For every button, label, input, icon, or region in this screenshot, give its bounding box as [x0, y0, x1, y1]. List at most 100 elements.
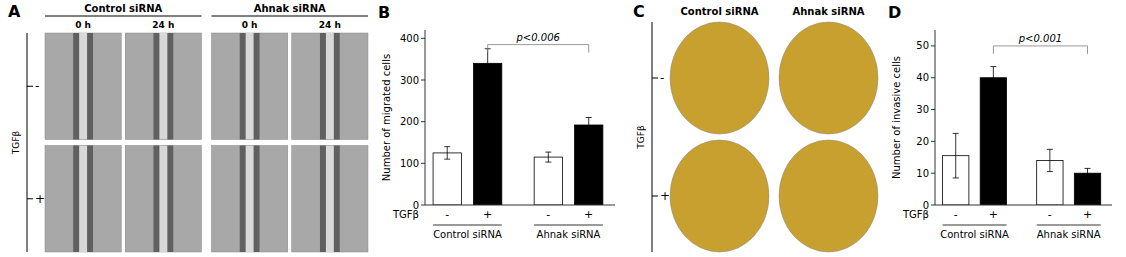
- scratch-center: [326, 146, 334, 253]
- group-underline: [45, 16, 202, 17]
- x-axis-label: TGFβ: [392, 209, 419, 220]
- bar: [1074, 173, 1100, 205]
- group-label: Ahnak siRNA: [537, 229, 601, 240]
- error-cap: [1047, 171, 1053, 172]
- scratch-image: [292, 146, 368, 253]
- y-tick: [421, 205, 425, 206]
- row-axis-label: TGFβ: [636, 125, 646, 150]
- scratch-band: [153, 146, 173, 253]
- scratch-band: [240, 146, 260, 253]
- error-line: [588, 118, 589, 133]
- panel-label: C: [633, 2, 645, 21]
- y-tick-label: 30: [916, 104, 929, 115]
- error-line: [1049, 149, 1050, 171]
- error-cap: [485, 77, 491, 78]
- error-cap: [586, 117, 592, 118]
- scratch-band: [240, 33, 260, 140]
- x-axis: [935, 205, 1112, 206]
- x-axis-label: TGFβ: [902, 209, 929, 220]
- error-cap: [1085, 168, 1091, 169]
- group-underline: [212, 16, 369, 17]
- y-tick-label: 200: [400, 116, 419, 127]
- y-tick: [421, 121, 425, 122]
- y-tick: [931, 77, 935, 78]
- y-tick: [931, 109, 935, 110]
- error-bar: [586, 118, 592, 133]
- row-tick: [652, 196, 658, 197]
- y-axis-label: Number of migrated cells: [381, 54, 392, 181]
- group-label: Control siRNA: [940, 229, 1009, 240]
- error-bar: [1085, 168, 1091, 178]
- row-tick: [27, 198, 33, 199]
- scratch-center: [246, 33, 254, 140]
- row-label: +: [660, 189, 670, 203]
- bar: [980, 78, 1006, 205]
- error-cap: [990, 88, 996, 89]
- category-label: -: [445, 208, 449, 221]
- scratch-band: [73, 146, 93, 253]
- scratch-image: [212, 146, 288, 253]
- significance-bracket: [993, 46, 1087, 54]
- category-label: -: [546, 208, 550, 221]
- image-panel: CControl siRNAAhnak siRNA-+TGFβ: [633, 2, 878, 252]
- scratch-image: [125, 33, 201, 140]
- error-line: [487, 49, 488, 78]
- group-bracket: [1037, 225, 1101, 226]
- scratch-center: [79, 146, 87, 253]
- time-label: 0 h: [75, 20, 91, 30]
- group-bracket: [943, 225, 1007, 226]
- error-cap: [953, 177, 959, 178]
- group-label: Ahnak siRNA: [1037, 229, 1101, 240]
- category-label: +: [1083, 208, 1092, 221]
- group-header: Control siRNA: [680, 6, 758, 17]
- time-label: 24 h: [152, 20, 174, 30]
- error-bar: [545, 152, 551, 162]
- panel-label: A: [8, 2, 21, 21]
- y-tick: [421, 38, 425, 39]
- figure: A Control siRNA Ahnak siRNA 0 h 24 h 0 h 24 h -…: [0, 0, 1126, 257]
- row-tick: [652, 78, 658, 79]
- error-cap: [586, 132, 592, 133]
- cell-image: [670, 22, 769, 134]
- y-tick-label: 50: [916, 40, 929, 51]
- error-bar: [953, 133, 959, 178]
- scratch-band: [320, 33, 340, 140]
- bar: [575, 125, 603, 205]
- row-label: +: [35, 192, 45, 206]
- time-label: 24 h: [319, 20, 341, 30]
- group-header: Ahnak siRNA: [254, 3, 326, 14]
- y-tick: [931, 141, 935, 142]
- row-label: -: [35, 79, 39, 93]
- error-cap: [545, 152, 551, 153]
- error-line: [548, 152, 549, 162]
- y-axis: [425, 30, 426, 205]
- row-bracket: [652, 22, 653, 252]
- y-tick-label: 100: [400, 158, 419, 169]
- y-tick: [931, 205, 935, 206]
- error-bar: [990, 67, 996, 89]
- y-axis-label: Number of invasive cells: [891, 56, 902, 179]
- significance-bracket: [488, 45, 589, 53]
- y-axis: [935, 30, 936, 205]
- group-bracket: [433, 225, 502, 226]
- category-label: +: [989, 208, 998, 221]
- p-value: p<0.006: [516, 32, 560, 43]
- scratch-band: [320, 146, 340, 253]
- category-label: +: [483, 208, 492, 221]
- bars: [433, 49, 603, 205]
- bar: [474, 63, 502, 205]
- bars: [943, 67, 1101, 205]
- scratch-center: [159, 33, 167, 140]
- cell-image: [670, 140, 769, 252]
- y-tick: [931, 45, 935, 46]
- bar-panel: B0100200300400Number of migrated cells-+…: [378, 3, 615, 240]
- time-label: 0 h: [242, 20, 258, 30]
- cell-image: [779, 140, 878, 252]
- scratch-image: [45, 33, 121, 140]
- scratch-center: [326, 33, 334, 140]
- scratch-image: [125, 146, 201, 253]
- scratch-band: [153, 33, 173, 140]
- scratch-center: [159, 146, 167, 253]
- error-cap: [545, 162, 551, 163]
- y-tick-label: 300: [400, 75, 419, 86]
